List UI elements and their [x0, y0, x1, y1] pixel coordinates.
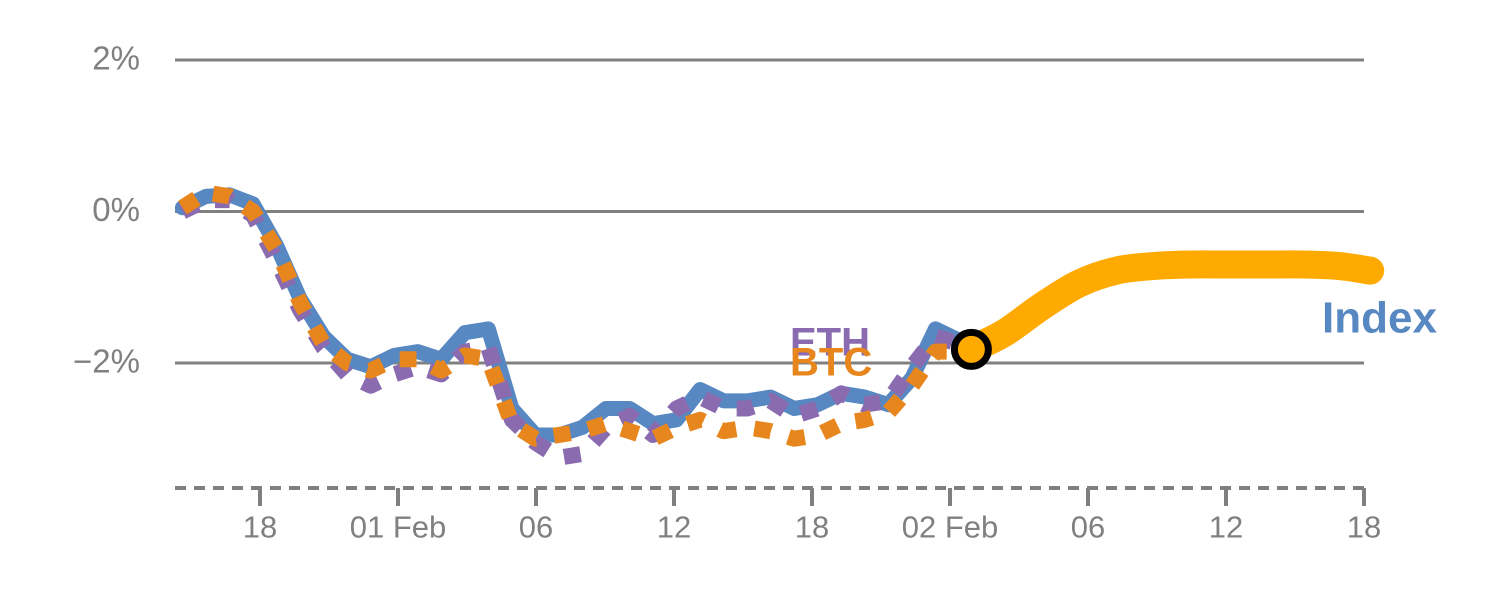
y-tick-label: 0%: [92, 191, 140, 228]
data-series: [174, 184, 1385, 466]
current-point-marker[interactable]: [950, 328, 992, 370]
series-line-index: [174, 187, 991, 443]
y-axis-tick-labels: 2% 0% −2%: [73, 40, 140, 380]
series-line-btc: [178, 184, 959, 447]
x-axis-tick-labels: 18 01 Feb 06 12 18 02 Feb 06 12 18: [243, 509, 1381, 544]
x-tick-label: 12: [657, 509, 691, 544]
x-tick-label: 06: [1071, 509, 1105, 544]
gridlines: [175, 58, 1364, 365]
x-axis: [175, 486, 1366, 506]
y-tick-label: −2%: [73, 343, 140, 380]
series-line-eth: [178, 192, 962, 466]
x-tick-label: 18: [1347, 509, 1381, 544]
annotation-label-index: Index: [1322, 294, 1437, 343]
y-tick-label: 2%: [92, 40, 140, 77]
x-tick-label: 18: [795, 509, 829, 544]
x-tick-label: 12: [1209, 509, 1243, 544]
x-tick-label: 02 Feb: [902, 509, 999, 544]
x-tick-label: 01 Feb: [350, 509, 447, 544]
series-line-forecast: [957, 250, 1385, 364]
annotation-label-btc: BTC: [790, 341, 872, 385]
x-tick-label: 06: [519, 509, 553, 544]
current-point-ring-icon[interactable]: [950, 328, 992, 370]
annotation-label-eth: ETH: [790, 321, 870, 365]
x-tick-label: 18: [243, 509, 277, 544]
